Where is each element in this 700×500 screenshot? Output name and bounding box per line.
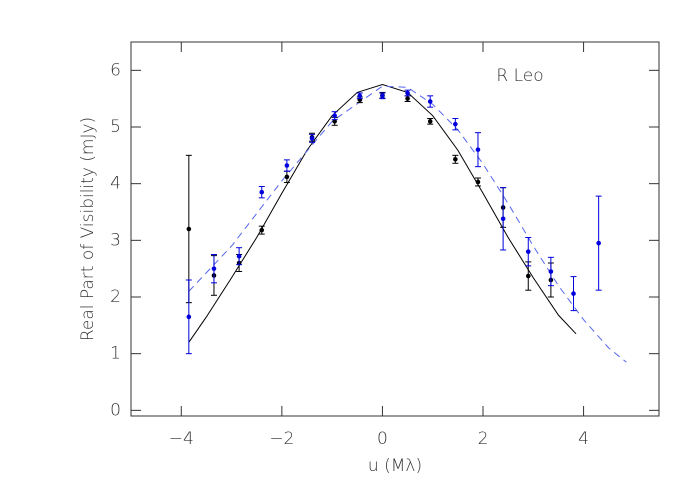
data-point [453,121,458,127]
data-point [284,163,290,168]
model-curve [188,83,577,343]
data-point [596,240,601,246]
data-point [259,227,265,233]
data-point [236,253,242,259]
x-tick-label: 2 [478,429,489,449]
y-tick-label: 3 [110,230,121,250]
data-point [571,291,576,296]
y-tick-label: 6 [110,60,121,80]
data-point [525,273,531,279]
model-curve [188,85,627,363]
data-point [332,119,337,124]
x-tick-label: 0 [377,429,388,449]
data-point [453,157,458,162]
y-tick-label: 0 [110,400,121,420]
data-point [427,119,433,124]
x-tick-label: 4 [578,429,589,449]
data-point [475,179,481,185]
data-point [357,93,363,99]
x-tick-label: −4 [169,429,194,449]
data-point [525,249,531,254]
data-point [186,314,192,320]
data-point [211,266,217,271]
data-point [405,96,410,101]
data-point [380,93,385,99]
data-point [186,226,192,232]
data-point [427,99,433,104]
y-tick-label: 2 [110,287,121,307]
data-point [405,90,410,96]
data-point [332,113,337,118]
y-axis-label: Real Part of Visibility (mJy) [78,117,98,341]
annotation: R Leo [496,66,543,86]
y-tick-label: 5 [110,117,121,137]
y-tick-label: 4 [110,174,121,194]
data-point [475,147,481,152]
data-point [500,216,506,222]
data-point [284,174,290,180]
y-tick-label: 1 [110,344,121,364]
x-tick-label: −2 [269,429,294,449]
data-point [548,269,554,274]
plot-frame [130,41,660,417]
x-axis-label: u (Mλ) [368,456,422,476]
data-point [309,136,315,141]
data-point [259,189,265,195]
